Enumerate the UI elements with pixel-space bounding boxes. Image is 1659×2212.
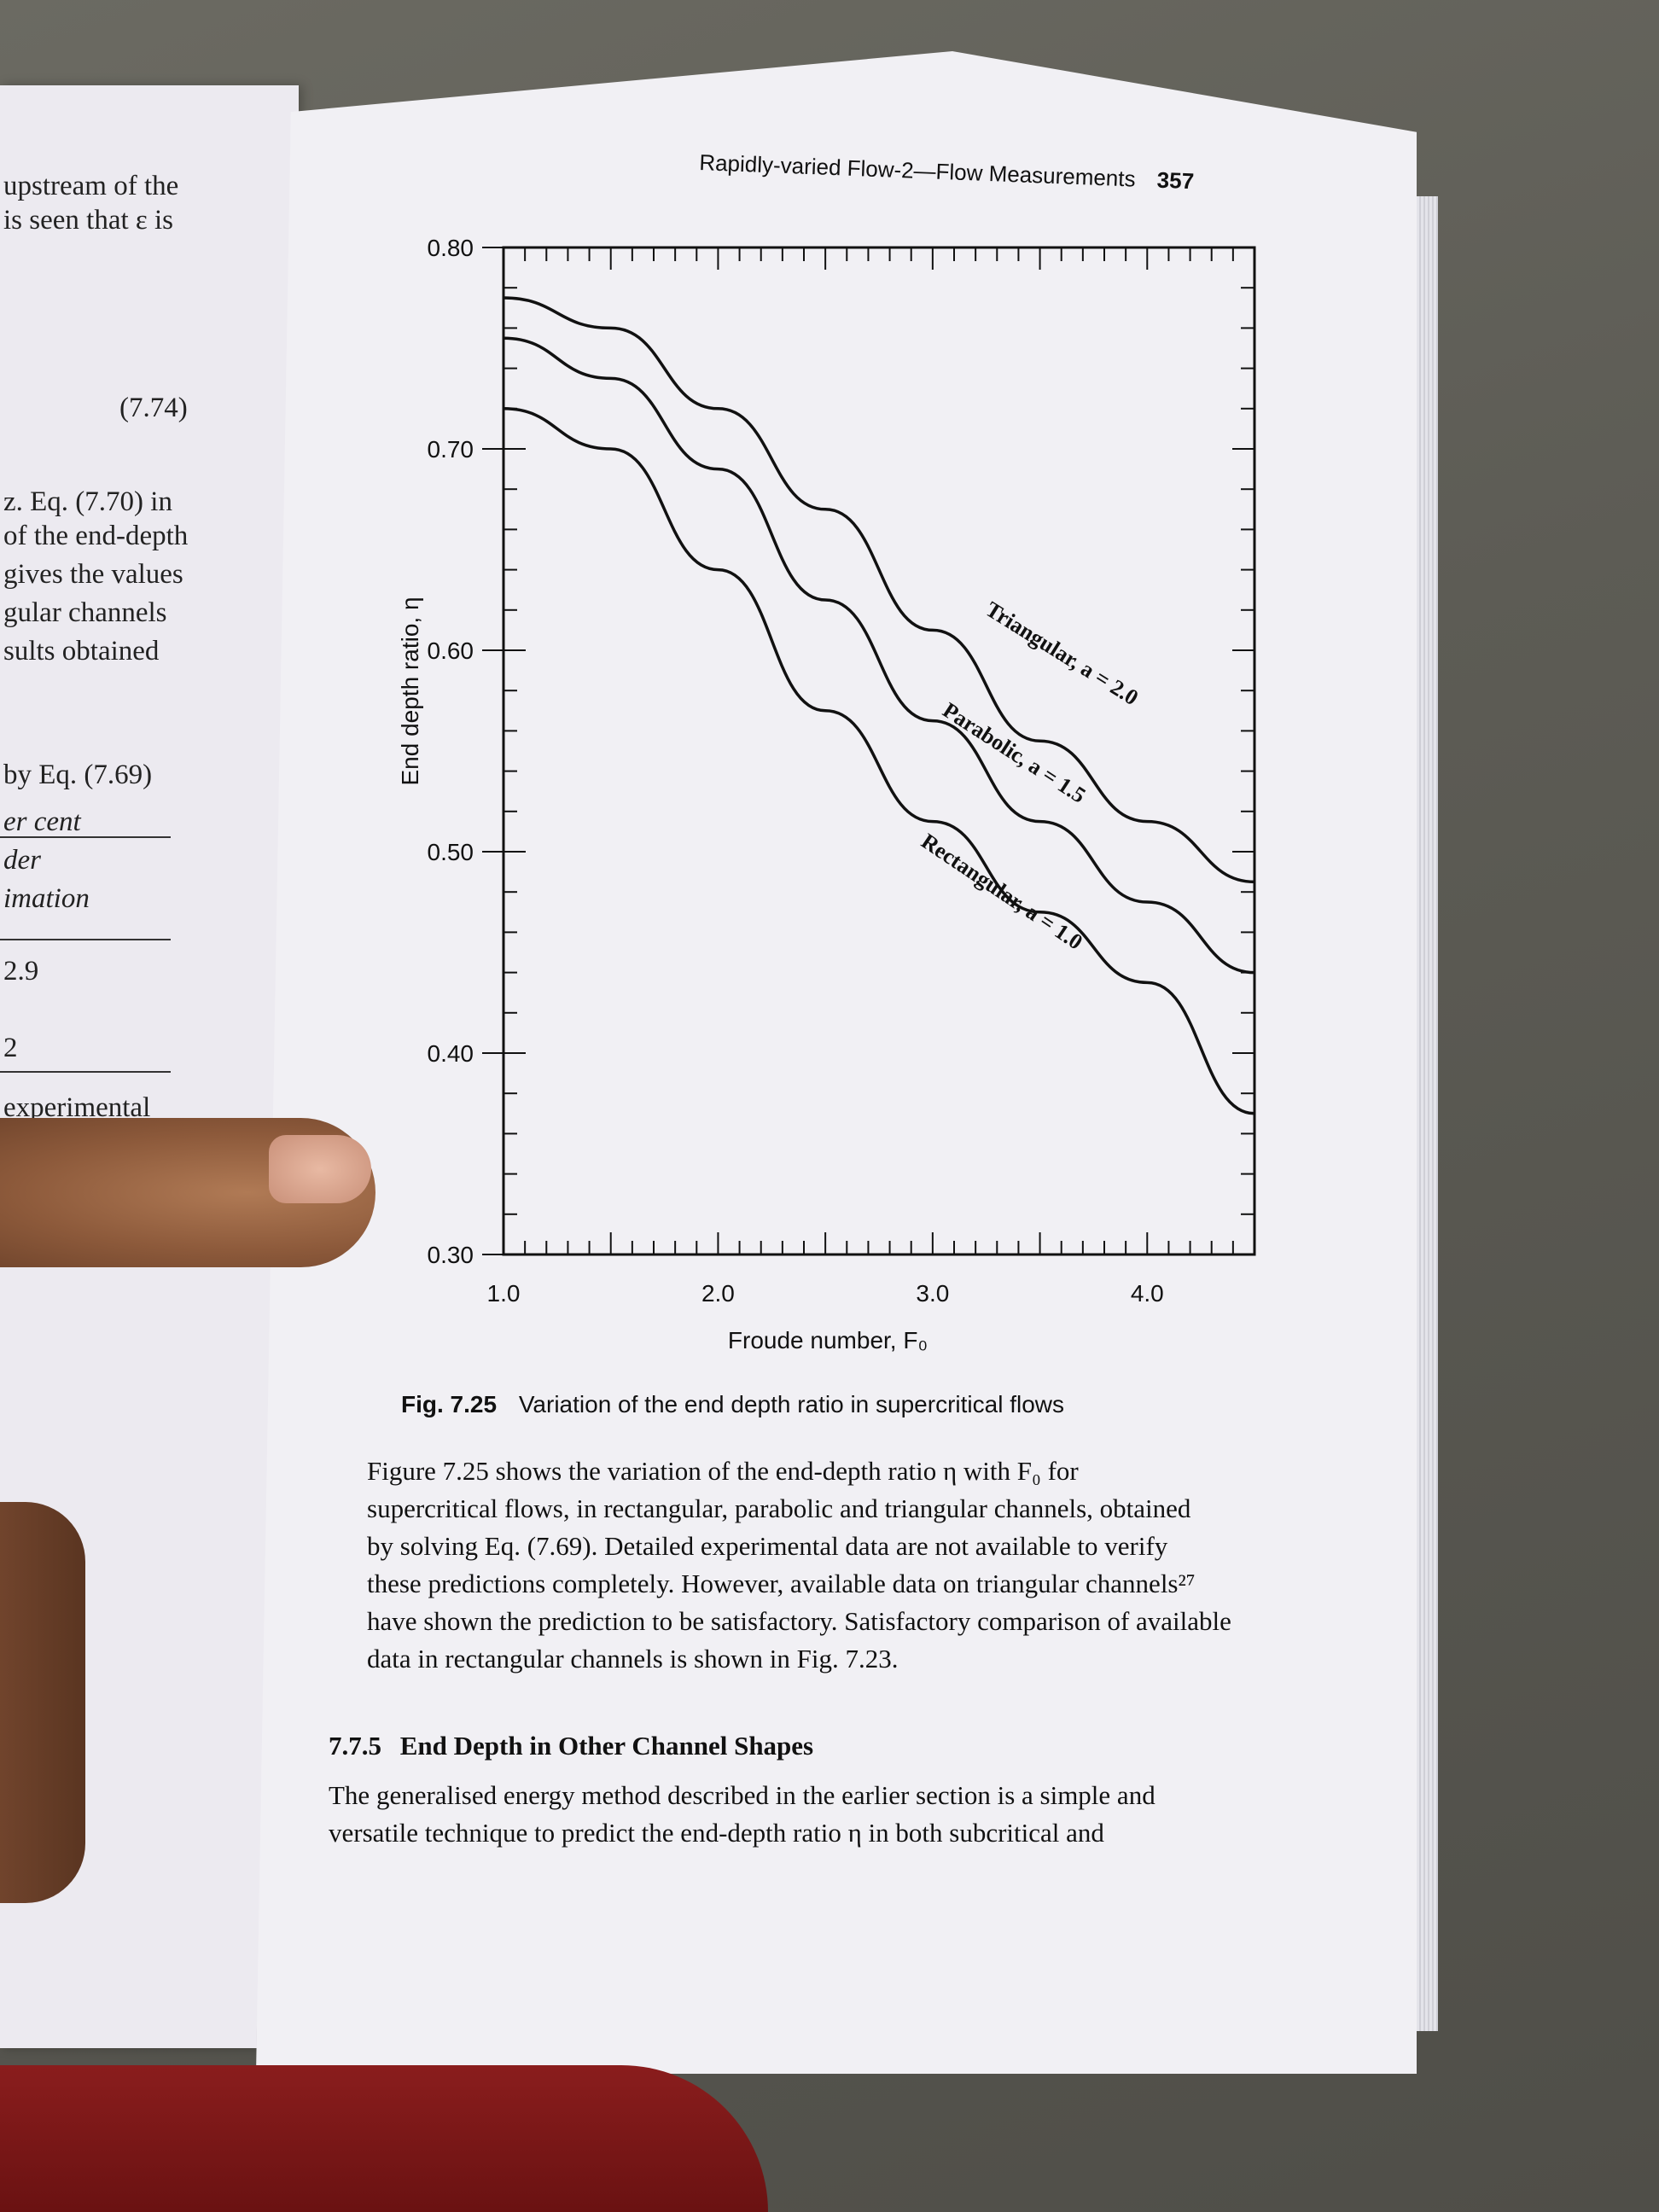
- left-page-rule: [0, 836, 171, 838]
- series-label: Rectangular, a = 1.0: [917, 829, 1087, 955]
- thumb: [0, 1502, 85, 1903]
- series-line-2: [503, 407, 1255, 1115]
- page-number: 357: [1156, 166, 1195, 195]
- series-label: Parabolic, a = 1.5: [939, 697, 1091, 808]
- y-tick-label: 0.50: [428, 839, 474, 865]
- fingernail: [269, 1135, 371, 1203]
- left-page-rule: [0, 1071, 171, 1073]
- y-axis-label: End depth ratio, η: [397, 597, 423, 785]
- series-line-1: [503, 336, 1255, 975]
- text-line: by solving Eq. (7.69). Detailed experime…: [367, 1531, 1168, 1561]
- x-axis-label: Froude number, F₀: [728, 1327, 928, 1353]
- figure-caption: Fig. 7.25 Variation of the end depth rat…: [401, 1391, 1064, 1418]
- x-tick-label: 1.0: [487, 1280, 521, 1307]
- text-line: these predictions completely. However, a…: [367, 1569, 1196, 1598]
- text-line: versatile technique to predict the end-d…: [329, 1818, 1104, 1848]
- left-page-line: of the end-depth: [3, 521, 189, 551]
- x-tick-label: 4.0: [1131, 1280, 1164, 1307]
- end-depth-chart: 0.30 0.40 0.50 0.60 0.70 0.80 1.0 2.0 3.0 4.0 Frou…: [397, 235, 1256, 1353]
- left-page-line: imation: [3, 883, 90, 914]
- text-line: The generalised energy method described …: [329, 1780, 1155, 1810]
- y-tick-label: 0.60: [428, 637, 474, 664]
- left-page-line: upstream of the: [3, 171, 179, 201]
- series-label: Triangular, a = 2.0: [981, 597, 1143, 710]
- left-page-line: gular channels: [3, 597, 167, 628]
- left-page-line: 2.9: [3, 956, 39, 987]
- paragraph-1: Figure 7.25 shows the variation of the e…: [367, 1452, 1331, 1678]
- text-line: supercritical flows, in rectangular, par…: [367, 1493, 1191, 1523]
- left-page-line: sults obtained: [3, 636, 160, 667]
- text-line: data in rectangular channels is shown in…: [367, 1644, 899, 1674]
- x-tick-label: 2.0: [701, 1280, 735, 1307]
- paragraph-2: The generalised energy method described …: [329, 1777, 1336, 1852]
- y-tick-label: 0.80: [428, 235, 474, 261]
- left-page-rule: [0, 939, 171, 940]
- x-tick-label: 3.0: [916, 1280, 949, 1307]
- left-page-line: (7.74): [119, 393, 188, 423]
- figure-number: Fig. 7.25: [401, 1391, 498, 1417]
- left-page-line: by Eq. (7.69): [3, 760, 153, 790]
- section-title: End Depth in Other Channel Shapes: [399, 1731, 814, 1761]
- section-number: 7.7.5: [329, 1731, 381, 1761]
- left-page-line: z. Eq. (7.70) in: [3, 486, 172, 517]
- section-heading: 7.7.5 End Depth in Other Channel Shapes: [329, 1731, 813, 1761]
- left-page-line: er cent: [3, 806, 81, 837]
- red-cloth: [0, 2065, 768, 2212]
- left-page-line: 2: [3, 1033, 18, 1063]
- left-page-line: der: [3, 845, 41, 876]
- left-page-line: gives the values: [3, 559, 183, 590]
- y-tick-label: 0.40: [428, 1040, 474, 1067]
- series-line-0: [503, 296, 1255, 884]
- text-line: have shown the prediction to be satisfac…: [367, 1606, 1231, 1636]
- y-tick-label: 0.30: [428, 1242, 474, 1268]
- y-tick-label: 0.70: [428, 436, 474, 463]
- figure-caption-text: Variation of the end depth ratio in supe…: [518, 1391, 1064, 1417]
- right-page: [256, 51, 1417, 2074]
- plot-frame: [502, 246, 1256, 1256]
- left-page-line: is seen that ε is: [3, 205, 173, 236]
- text-line: Figure 7.25 shows the variation of the e…: [367, 1456, 1079, 1486]
